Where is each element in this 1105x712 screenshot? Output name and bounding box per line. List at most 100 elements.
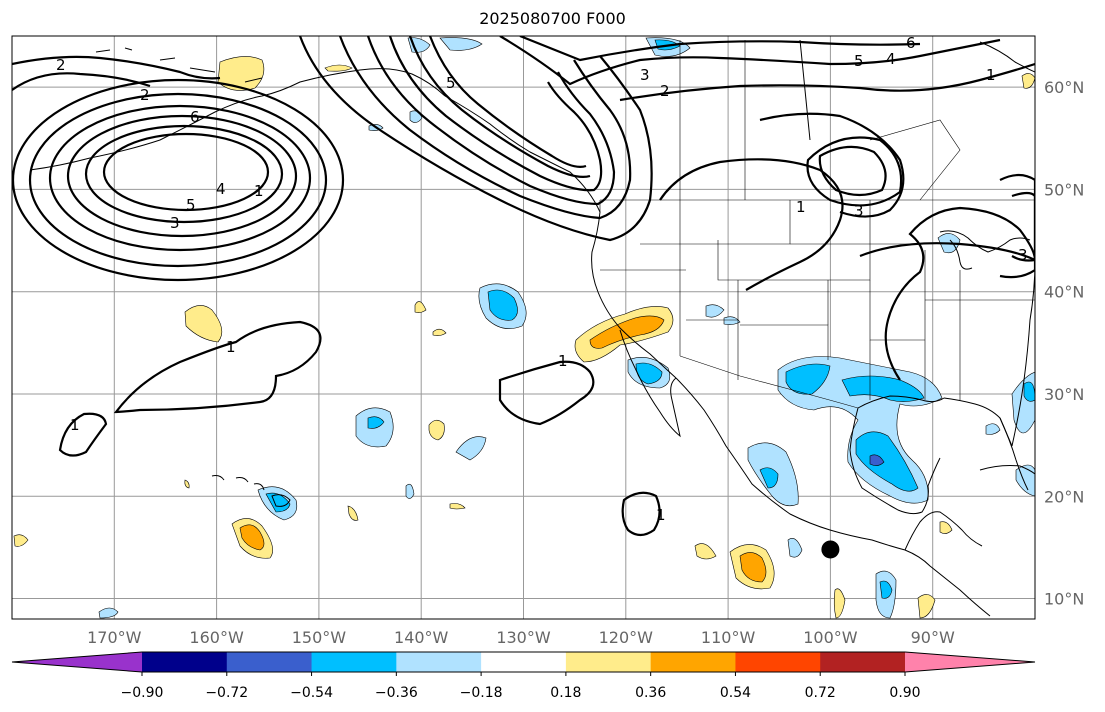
positive-anomaly-region [428, 419, 445, 441]
colorbar-tick-label: −0.72 [205, 685, 248, 701]
negative-anomaly-region-strong [855, 431, 919, 492]
contour-label: 4 [886, 50, 896, 68]
negative-anomaly-region-strong [487, 289, 518, 321]
negative-anomaly-region-strong [759, 467, 779, 489]
contour-label: 3 [1018, 246, 1028, 264]
positive-anomaly-region [347, 505, 359, 521]
negative-anomaly-region [705, 304, 725, 318]
positive-anomaly-region [217, 56, 265, 91]
positive-anomaly-region [939, 521, 953, 534]
contour-5 [408, 36, 591, 178]
negative-anomaly-region [985, 423, 1001, 435]
contour-6 [102, 132, 270, 212]
contour-5 [84, 124, 284, 224]
latitude-label: 50°N [1044, 180, 1084, 199]
colorbar-segment [820, 652, 906, 672]
contour-label: 2 [56, 56, 66, 74]
longitude-label: 120°W [599, 628, 654, 647]
contour-label: 3 [640, 66, 650, 84]
negative-anomaly-region-deep [869, 454, 885, 466]
positive-anomaly-region [13, 534, 29, 547]
latitude-label: 60°N [1044, 78, 1084, 97]
contour-1 [113, 320, 322, 414]
positive-anomaly-region-strong [239, 524, 265, 551]
negative-anomaly-region-strong [841, 375, 925, 402]
longitude-label: 150°W [292, 628, 347, 647]
contour-2 [338, 36, 632, 220]
shaded-fields [13, 37, 1035, 619]
positive-anomaly-region-strong [589, 315, 665, 349]
contour-label: 2 [140, 86, 150, 104]
coastlines [29, 39, 1035, 617]
contour-6 [428, 36, 587, 168]
colorbar-segment [226, 652, 313, 672]
contour-label: 1 [226, 338, 236, 356]
contour-labels: 2 2 6 3 5 4 1 5 3 2 5 6 4 1 1 3 3 1 1 1 … [56, 36, 1028, 524]
contour-3 [818, 145, 887, 197]
positive-anomaly-region [432, 328, 447, 336]
contour-label: 1 [796, 198, 806, 216]
negative-anomaly-region-strong [367, 416, 385, 429]
contour-1 [298, 36, 653, 242]
contour-4 [388, 36, 603, 192]
negative-anomaly-region-strong [785, 363, 831, 395]
positive-anomaly-region [449, 503, 466, 510]
positive-anomaly-region [324, 64, 353, 72]
longitude-label: 90°W [911, 628, 955, 647]
colorbar-tick-label: −0.90 [121, 685, 164, 701]
positive-anomaly-region [414, 301, 427, 313]
contour-2 [999, 173, 1035, 279]
colorbar-tick-label: −0.18 [460, 685, 503, 701]
contour-3 [1011, 191, 1035, 262]
contour-3 [48, 104, 312, 252]
storm-center-marker [821, 540, 840, 559]
latitude-label: 40°N [1044, 283, 1084, 302]
colorbar-tick-label: 0.36 [635, 685, 666, 701]
contour-lines [12, 36, 1035, 537]
contour-1 [621, 491, 661, 537]
contour-label: 5 [186, 196, 196, 214]
contour-1 [859, 242, 1035, 261]
contour-3 [806, 136, 903, 207]
positive-anomaly-region [184, 479, 190, 489]
colorbar-extend-high [905, 652, 1035, 672]
negative-anomaly-region [723, 316, 741, 325]
colorbar-extend-low [12, 652, 142, 672]
contour-label: 1 [254, 182, 264, 200]
contour-2 [619, 62, 1035, 102]
contour-label: 1 [558, 352, 568, 370]
negative-anomaly-region [455, 436, 487, 461]
positive-anomaly-region [917, 594, 936, 619]
latitude-label: 30°N [1044, 385, 1084, 404]
negative-anomaly-region [405, 483, 415, 499]
colorbar-segment [565, 652, 652, 672]
positive-anomaly-region [833, 588, 846, 619]
negative-anomaly-region-strong [265, 492, 291, 513]
negative-anomaly-region [439, 37, 483, 51]
contour-2 [12, 55, 221, 80]
contour-label: 4 [216, 180, 226, 198]
contour-4 [66, 114, 298, 238]
negative-anomaly-region [787, 538, 803, 558]
colorbar-segment [396, 652, 482, 672]
colorbar-segment [311, 652, 397, 672]
contour-1 [884, 206, 1035, 381]
colorbar-tick-label: −0.36 [375, 685, 418, 701]
longitude-label: 110°W [701, 628, 756, 647]
positive-anomaly-region [184, 305, 223, 343]
contour-1 [759, 112, 905, 218]
contour-1 [659, 158, 844, 291]
longitude-label: 160°W [189, 628, 244, 647]
contour-3 [366, 36, 616, 206]
colorbar-segment [650, 652, 736, 672]
contour-5 [519, 36, 921, 62]
latitude-label: 10°N [1044, 590, 1084, 609]
longitude-labels: 170°W 160°W 150°W 140°W 130°W 120°W 110°W 100°W… [87, 628, 955, 647]
colorbar-segment [481, 652, 567, 672]
colorbar-tick-label: 0.54 [720, 685, 751, 701]
longitude-label: 130°W [496, 628, 551, 647]
longitude-label: 100°W [803, 628, 858, 647]
contour-label: 2 [660, 82, 670, 100]
latitude-labels: 60°N 50°N 40°N 30°N 20°N 10°N [1044, 78, 1084, 608]
